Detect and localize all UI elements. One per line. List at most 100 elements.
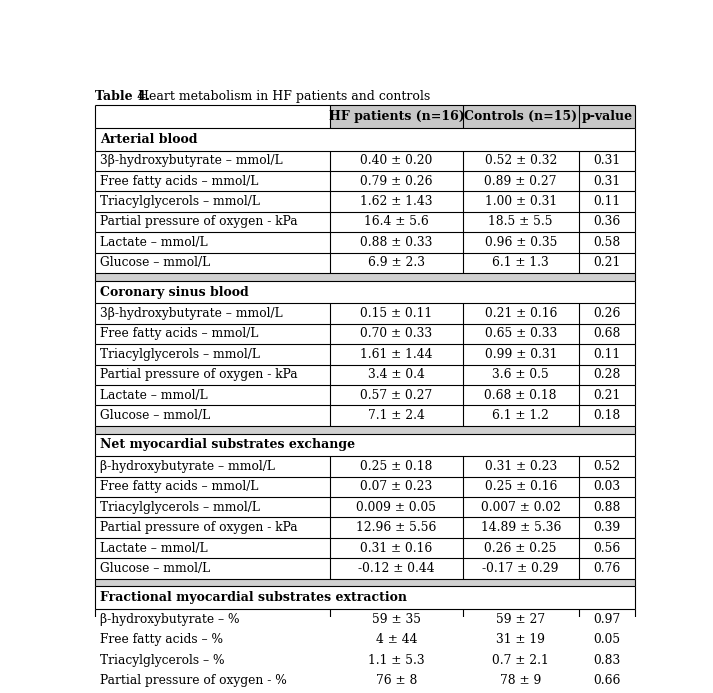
Text: 3.6 ± 0.5: 3.6 ± 0.5: [493, 368, 549, 381]
Text: Glucose – mmol/L: Glucose – mmol/L: [100, 562, 210, 575]
Text: 7.1 ± 2.4: 7.1 ± 2.4: [368, 409, 425, 422]
Text: 14.89 ± 5.36: 14.89 ± 5.36: [481, 521, 561, 534]
Text: p-value: p-value: [582, 109, 632, 123]
Bar: [463, 304, 579, 324]
Text: 0.57 ± 0.27: 0.57 ± 0.27: [360, 389, 433, 402]
Bar: [96, 456, 330, 477]
Text: 0.25 ± 0.16: 0.25 ± 0.16: [485, 480, 557, 493]
Bar: [96, 609, 330, 629]
Bar: [579, 212, 635, 232]
Bar: [96, 191, 330, 212]
Text: 0.96 ± 0.35: 0.96 ± 0.35: [485, 236, 557, 249]
Bar: [463, 609, 579, 629]
Text: 0.97: 0.97: [593, 613, 621, 626]
Text: 0.03: 0.03: [594, 480, 621, 493]
Bar: [96, 252, 330, 273]
Bar: [579, 456, 635, 477]
Text: 0.15 ± 0.11: 0.15 ± 0.11: [360, 307, 433, 320]
Bar: [463, 629, 579, 650]
Bar: [330, 477, 463, 497]
Text: 0.68: 0.68: [593, 328, 621, 340]
Bar: [463, 691, 579, 693]
Bar: [463, 105, 579, 128]
Bar: [330, 191, 463, 212]
Bar: [96, 670, 330, 691]
Text: 78 ± 9: 78 ± 9: [500, 674, 541, 687]
Bar: [579, 691, 635, 693]
Text: 0.36: 0.36: [593, 216, 621, 229]
Bar: [96, 497, 330, 518]
Bar: [330, 150, 463, 171]
Bar: [96, 586, 635, 609]
Bar: [96, 344, 330, 365]
Text: Triacylglycerols – %: Triacylglycerols – %: [100, 653, 225, 667]
Bar: [96, 538, 330, 559]
Bar: [579, 304, 635, 324]
Text: 0.26 ± 0.25: 0.26 ± 0.25: [484, 541, 557, 554]
Bar: [330, 405, 463, 426]
Text: 18.5 ± 5.5: 18.5 ± 5.5: [488, 216, 553, 229]
Text: Coronary sinus blood: Coronary sinus blood: [100, 286, 249, 299]
Bar: [96, 324, 330, 344]
Text: -0.17 ± 0.29: -0.17 ± 0.29: [483, 562, 559, 575]
Text: 0.88 ± 0.33: 0.88 ± 0.33: [360, 236, 433, 249]
Text: Net myocardial substrates exchange: Net myocardial substrates exchange: [100, 439, 355, 451]
Text: β-hydroxybutyrate – mmol/L: β-hydroxybutyrate – mmol/L: [100, 460, 275, 473]
Bar: [463, 559, 579, 579]
Bar: [579, 232, 635, 252]
Text: 0.89 ± 0.27: 0.89 ± 0.27: [484, 175, 557, 188]
Bar: [579, 670, 635, 691]
Text: 0.40 ± 0.20: 0.40 ± 0.20: [360, 155, 433, 167]
Text: 1.61 ± 1.44: 1.61 ± 1.44: [360, 348, 433, 361]
Bar: [330, 559, 463, 579]
Bar: [579, 344, 635, 365]
Bar: [330, 629, 463, 650]
Bar: [96, 105, 330, 128]
Bar: [579, 477, 635, 497]
Text: 0.25 ± 0.18: 0.25 ± 0.18: [360, 460, 433, 473]
Text: 0.99 ± 0.31: 0.99 ± 0.31: [485, 348, 557, 361]
Bar: [330, 518, 463, 538]
Text: Partial pressure of oxygen - kPa: Partial pressure of oxygen - kPa: [100, 521, 297, 534]
Bar: [330, 212, 463, 232]
Bar: [330, 691, 463, 693]
Bar: [463, 171, 579, 191]
Text: 0.31: 0.31: [594, 155, 621, 167]
Bar: [463, 477, 579, 497]
Text: 0.65 ± 0.33: 0.65 ± 0.33: [485, 328, 557, 340]
Text: 0.66: 0.66: [593, 674, 621, 687]
Text: 1.62 ± 1.43: 1.62 ± 1.43: [360, 195, 433, 208]
Text: 59 ± 35: 59 ± 35: [372, 613, 421, 626]
Bar: [330, 324, 463, 344]
Text: 0.07 ± 0.23: 0.07 ± 0.23: [360, 480, 433, 493]
Bar: [463, 405, 579, 426]
Text: 0.05: 0.05: [594, 633, 621, 646]
Text: Triacylglycerols – mmol/L: Triacylglycerols – mmol/L: [100, 195, 260, 208]
Text: 0.76: 0.76: [593, 562, 621, 575]
Bar: [579, 365, 635, 385]
Text: 0.7 ± 2.1: 0.7 ± 2.1: [493, 653, 549, 667]
Bar: [96, 629, 330, 650]
Text: 59 ± 27: 59 ± 27: [496, 613, 545, 626]
Text: 1.1 ± 5.3: 1.1 ± 5.3: [368, 653, 425, 667]
Text: 6.9 ± 2.3: 6.9 ± 2.3: [368, 256, 425, 270]
Bar: [330, 609, 463, 629]
Text: 0.70 ± 0.33: 0.70 ± 0.33: [360, 328, 433, 340]
Bar: [330, 365, 463, 385]
Bar: [96, 304, 330, 324]
Bar: [463, 670, 579, 691]
Bar: [463, 385, 579, 405]
Bar: [96, 434, 635, 456]
Text: 0.56: 0.56: [593, 541, 621, 554]
Bar: [579, 629, 635, 650]
Bar: [463, 538, 579, 559]
Text: Free fatty acids – mmol/L: Free fatty acids – mmol/L: [100, 480, 258, 493]
Text: 3β-hydroxybutyrate – mmol/L: 3β-hydroxybutyrate – mmol/L: [100, 307, 282, 320]
Text: 0.39: 0.39: [593, 521, 621, 534]
Text: 0.18: 0.18: [593, 409, 621, 422]
Bar: [579, 609, 635, 629]
Bar: [96, 385, 330, 405]
Text: 16.4 ± 5.6: 16.4 ± 5.6: [364, 216, 429, 229]
Bar: [96, 128, 635, 150]
Text: HF patients (n=16): HF patients (n=16): [329, 109, 464, 123]
